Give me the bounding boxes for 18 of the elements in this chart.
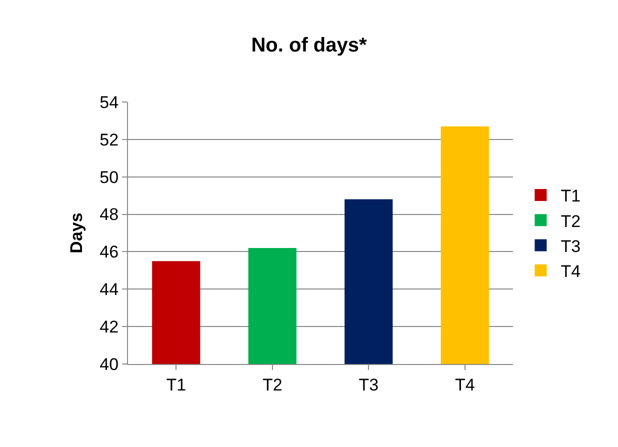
- y-tick-label: 52: [100, 130, 119, 150]
- y-tick-label: 44: [100, 280, 119, 300]
- legend-label: T2: [560, 212, 581, 231]
- y-tick-label: 54: [100, 92, 119, 112]
- x-tick-label: T1: [166, 375, 186, 394]
- y-tick-label: 40: [100, 354, 119, 374]
- chart-title: No. of days*: [251, 34, 368, 57]
- y-tick-label: 46: [100, 242, 119, 262]
- y-tick-label: 48: [100, 205, 119, 224]
- y-tick-label: 42: [100, 318, 119, 337]
- x-tick-label: T2: [262, 375, 282, 394]
- legend-label: T1: [560, 186, 581, 206]
- x-tick-label: T4: [454, 375, 475, 394]
- x-tick-label: T3: [358, 375, 379, 394]
- y-tick-label: 50: [100, 168, 119, 187]
- legend-label: T3: [560, 236, 581, 256]
- y-axis-title: Days: [67, 212, 86, 254]
- legend-label: T4: [560, 262, 581, 281]
